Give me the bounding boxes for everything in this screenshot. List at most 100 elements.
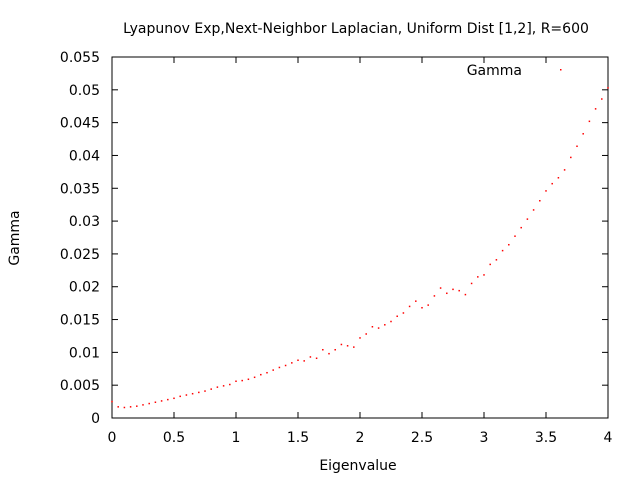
- x-tick-label: 3.5: [535, 430, 557, 446]
- data-point: [433, 295, 436, 297]
- data-point: [415, 300, 417, 302]
- data-point: [582, 133, 584, 135]
- data-point: [167, 398, 169, 401]
- data-point: [514, 235, 516, 237]
- data-point: [452, 288, 454, 291]
- data-point: [377, 327, 380, 329]
- y-axis-ticks: 0 0.005 0.01 0.015 0.02 0.025 0.03 0.035 0.04 0.0…: [60, 50, 608, 427]
- data-point: [322, 348, 324, 351]
- data-point: [253, 376, 256, 379]
- data-point: [142, 404, 144, 406]
- data-point: [284, 364, 287, 367]
- data-point: [439, 287, 442, 289]
- data-point: [179, 395, 181, 398]
- data-point: [520, 226, 522, 229]
- data-point: [291, 362, 293, 364]
- data-point: [470, 282, 473, 285]
- data-point: [117, 406, 119, 408]
- x-axis-ticks: 0 0.5 1 1.5 2 2.5 3 3.5 4: [108, 57, 613, 446]
- data-point: [576, 145, 578, 148]
- y-tick-label: 0.035: [60, 181, 100, 197]
- data-point: [477, 276, 479, 278]
- data-point: [458, 289, 460, 292]
- x-tick-label: 2.5: [411, 430, 433, 446]
- data-point: [539, 199, 541, 202]
- data-point: [446, 292, 448, 295]
- x-tick-label: 3: [480, 430, 489, 446]
- legend-marker-gamma: [560, 69, 562, 71]
- data-point: [191, 392, 194, 395]
- data-point: [390, 320, 392, 323]
- data-point: [173, 397, 175, 400]
- data-point: [557, 177, 560, 179]
- y-tick-label: 0.03: [69, 214, 100, 230]
- y-axis-label: Gamma: [7, 210, 23, 265]
- data-point: [340, 343, 343, 346]
- data-point: [272, 369, 274, 371]
- data-point: [396, 315, 398, 318]
- chart-title: Lyapunov Exp,Next-Neighbor Laplacian, Un…: [123, 21, 589, 37]
- data-point: [371, 326, 374, 328]
- legend: Gamma: [467, 63, 562, 79]
- data-point: [353, 346, 355, 348]
- x-axis-label: Eigenvalue: [319, 458, 396, 474]
- data-point: [551, 182, 553, 185]
- legend-label-gamma: Gamma: [467, 63, 522, 79]
- data-point: [111, 400, 113, 403]
- data-point: [501, 249, 504, 252]
- data-point: [545, 190, 547, 192]
- data-point: [278, 366, 281, 369]
- data-point: [384, 324, 386, 326]
- x-tick-label: 1.5: [287, 430, 309, 446]
- y-tick-label: 0.02: [69, 280, 100, 296]
- series-gamma-points: [111, 87, 609, 409]
- data-point: [266, 371, 268, 374]
- data-point: [594, 108, 597, 110]
- data-point: [402, 312, 405, 314]
- data-point: [359, 337, 361, 339]
- data-point: [408, 305, 411, 308]
- data-point: [427, 304, 429, 306]
- y-tick-label: 0.01: [69, 345, 100, 361]
- x-tick-label: 1: [232, 430, 241, 446]
- data-point: [365, 333, 367, 335]
- y-tick-label: 0.045: [60, 116, 100, 132]
- data-point: [464, 293, 467, 296]
- data-point: [241, 379, 243, 382]
- data-point: [489, 263, 491, 266]
- y-tick-label: 0.05: [69, 83, 100, 99]
- data-point: [136, 405, 138, 407]
- y-tick-label: 0.015: [60, 313, 100, 329]
- data-point: [210, 388, 212, 390]
- data-point: [235, 380, 237, 382]
- data-point: [148, 402, 150, 405]
- data-point: [297, 359, 299, 361]
- data-point: [563, 169, 566, 171]
- data-point: [160, 400, 163, 402]
- data-point: [601, 98, 603, 100]
- data-point: [303, 360, 305, 362]
- data-point: [346, 345, 349, 347]
- data-point: [247, 378, 250, 381]
- data-point: [526, 218, 529, 220]
- data-point: [154, 401, 157, 403]
- x-tick-label: 4: [604, 430, 613, 446]
- data-point: [334, 348, 336, 351]
- data-point: [508, 243, 510, 246]
- data-point: [129, 406, 132, 408]
- data-point: [532, 209, 535, 211]
- data-point: [588, 120, 591, 123]
- x-tick-label: 0: [108, 430, 117, 446]
- data-point: [123, 406, 126, 409]
- data-point: [216, 386, 219, 388]
- data-point: [222, 385, 225, 387]
- data-point: [570, 156, 572, 159]
- plot-frame: [111, 56, 609, 419]
- data-point: [328, 352, 330, 355]
- y-tick-label: 0.055: [60, 50, 100, 66]
- data-point: [495, 259, 498, 261]
- data-point: [198, 391, 200, 394]
- data-point: [229, 383, 231, 386]
- x-tick-label: 2: [356, 430, 365, 446]
